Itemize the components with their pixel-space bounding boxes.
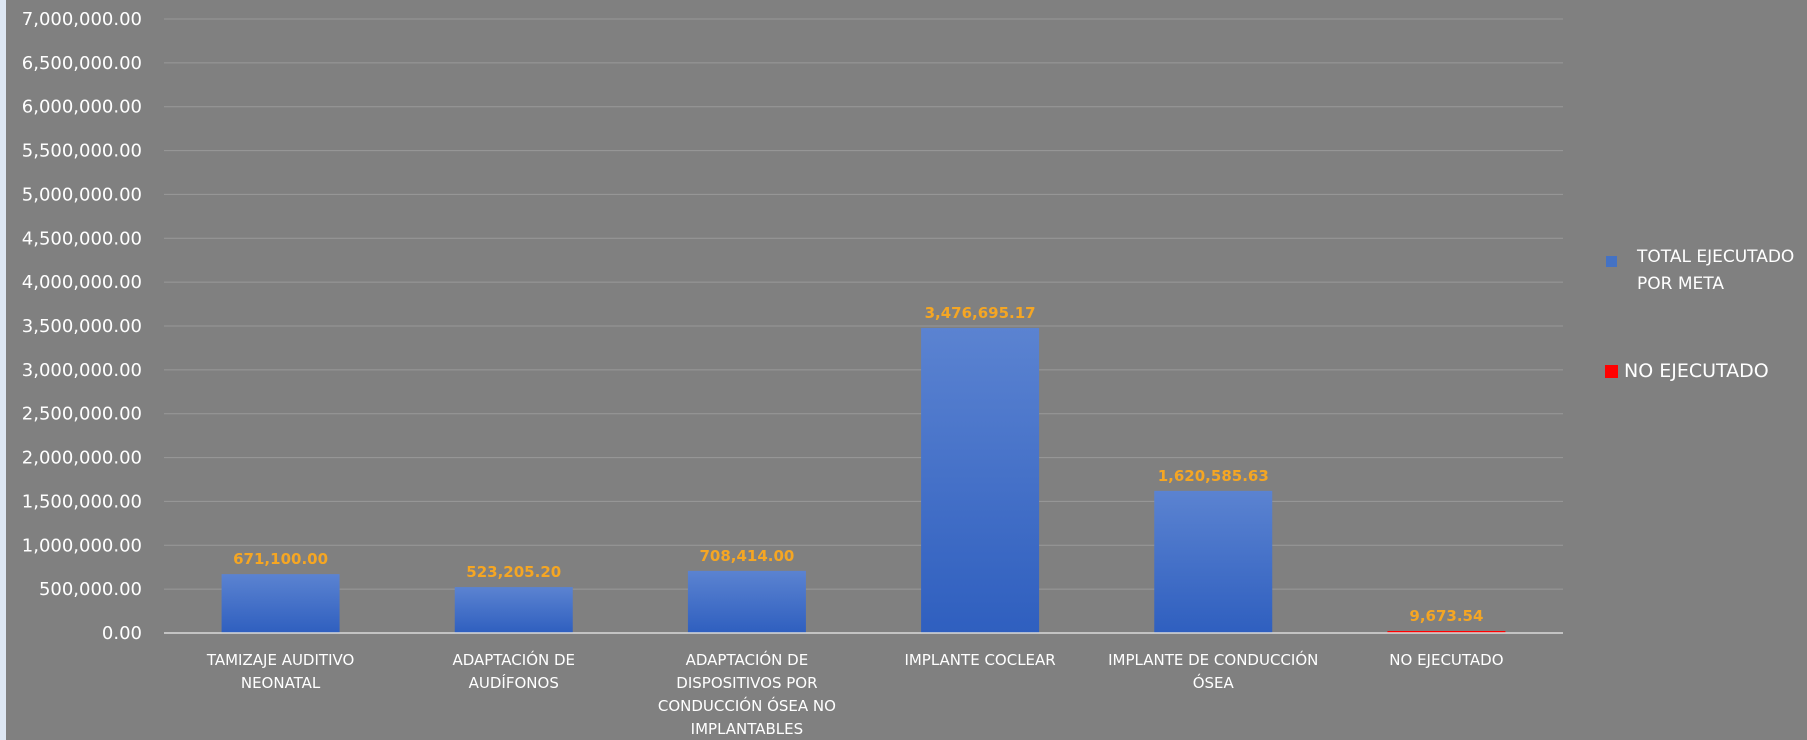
data-label: 708,414.00 xyxy=(699,547,794,565)
y-tick-label: 7,000,000.00 xyxy=(22,9,142,30)
y-tick-label: 6,000,000.00 xyxy=(22,97,142,118)
bar xyxy=(454,587,573,633)
data-label: 9,673.54 xyxy=(1409,607,1483,625)
x-tick-label: ADAPTACIÓN DE DISPOSITIVOS POR CONDUCCIÓN … xyxy=(658,650,836,738)
bar xyxy=(921,328,1040,633)
legend-label: NO EJECUTADO xyxy=(1624,360,1769,382)
y-tick-label: 1,000,000.00 xyxy=(22,535,142,556)
x-tick-label: TAMIZAJE AUDITIVO NEONATAL xyxy=(206,651,354,692)
bar xyxy=(1387,631,1506,633)
y-tick-label: 500,000.00 xyxy=(39,579,142,600)
bar xyxy=(1154,490,1273,633)
data-label: 523,205.20 xyxy=(466,563,561,581)
y-tick-label: 4,500,000.00 xyxy=(22,228,142,249)
y-tick-label: 5,000,000.00 xyxy=(22,184,142,205)
x-tick-label: ADAPTACIÓN DE AUDÍFONOS xyxy=(452,650,575,692)
y-tick-label: 3,000,000.00 xyxy=(22,360,142,381)
x-axis: TAMIZAJE AUDITIVO NEONATAL ADAPTACIÓN DE AU… xyxy=(164,632,1563,738)
chart-area: 0.00 500,000.00 1,000,000.00 1,500,000.00 2,… xyxy=(6,0,1807,740)
y-tick-label: 2,000,000.00 xyxy=(22,448,142,469)
data-label: 3,476,695.17 xyxy=(925,304,1036,322)
legend-swatch xyxy=(1605,365,1618,378)
y-tick-label: 6,500,000.00 xyxy=(22,53,142,74)
bar-chart: 0.00 500,000.00 1,000,000.00 1,500,000.00 2,… xyxy=(22,9,1795,738)
y-tick-label: 0.00 xyxy=(102,623,142,644)
data-labels: 671,100.00 523,205.20 708,414.00 3,476,695.… xyxy=(233,304,1483,625)
y-axis: 0.00 500,000.00 1,000,000.00 1,500,000.00 2,… xyxy=(22,9,142,644)
x-tick-label: IMPLANTE COCLEAR xyxy=(904,651,1055,669)
y-tick-label: 4,000,000.00 xyxy=(22,272,142,293)
legend-label: TOTAL EJECUTADO POR META xyxy=(1636,247,1794,294)
data-label: 671,100.00 xyxy=(233,550,328,568)
legend-swatch xyxy=(1606,256,1617,267)
legend: TOTAL EJECUTADO POR META NO EJECUTADO xyxy=(1605,247,1794,382)
y-tick-label: 2,500,000.00 xyxy=(22,404,142,425)
bar xyxy=(687,570,806,633)
y-tick-label: 3,500,000.00 xyxy=(22,316,142,337)
gridlines xyxy=(164,18,1563,590)
data-label: 1,620,585.63 xyxy=(1158,467,1269,485)
x-tick-label: NO EJECUTADO xyxy=(1389,651,1503,669)
bars xyxy=(221,328,1506,633)
x-tick-label: IMPLANTE DE CONDUCCIÓN ÓSEA xyxy=(1108,650,1318,692)
y-tick-label: 1,500,000.00 xyxy=(22,491,142,512)
y-tick-label: 5,500,000.00 xyxy=(22,141,142,162)
bar xyxy=(221,574,340,633)
